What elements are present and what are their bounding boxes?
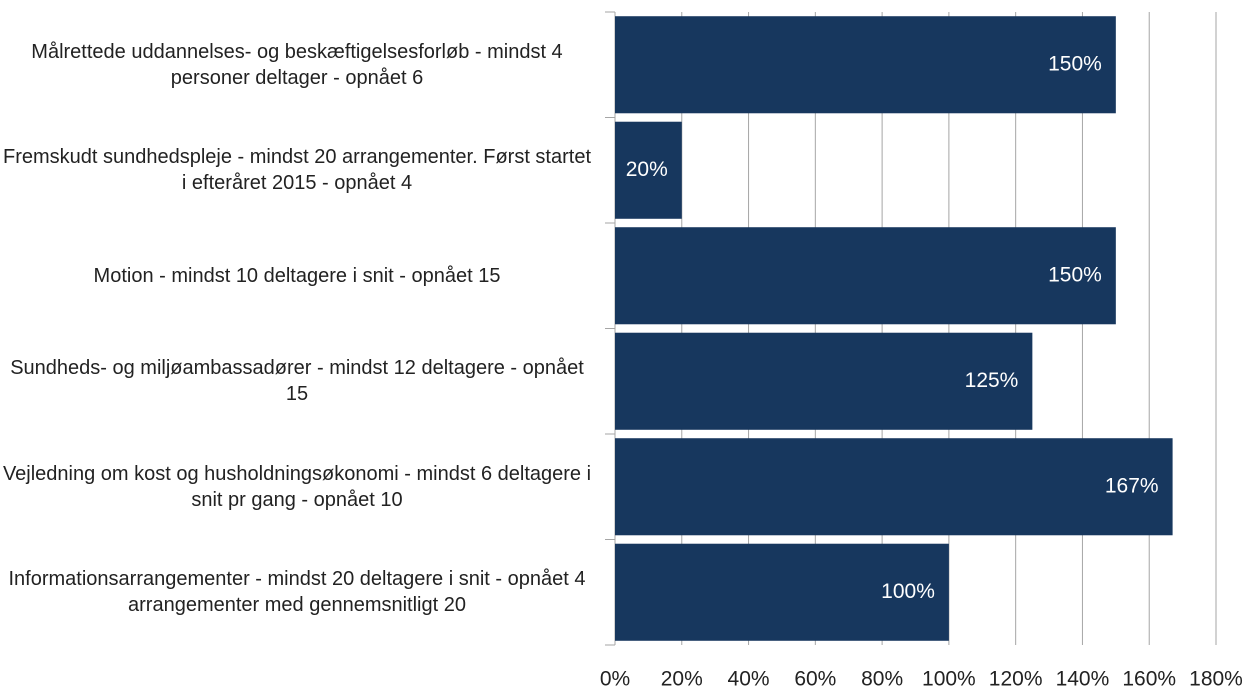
bar (615, 16, 1116, 114)
bar (615, 227, 1116, 325)
x-tick-label: 60% (794, 668, 836, 690)
y-tick-label: Fremskudt sundhedspleje - mindst 20 arra… (2, 146, 592, 195)
x-tick-label: 120% (989, 668, 1043, 690)
bar (615, 543, 949, 641)
y-tick-label: Motion - mindst 10 deltagere i snit - op… (93, 264, 501, 287)
bar (615, 332, 1033, 430)
value-label: 100% (881, 580, 935, 603)
x-tick-label: 40% (728, 668, 770, 690)
bar (615, 121, 682, 219)
value-label: 20% (626, 158, 668, 181)
x-tick-label: 20% (661, 668, 703, 690)
x-tick-label: 160% (1122, 668, 1176, 690)
x-tick-label: 180% (1189, 668, 1243, 690)
x-tick-label: 140% (1056, 668, 1110, 690)
value-label: 150% (1048, 52, 1102, 75)
x-tick-label: 100% (922, 668, 976, 690)
value-label: 150% (1048, 263, 1102, 286)
y-tick-label: Informationsarrangementer - mindst 20 de… (8, 568, 586, 617)
y-tick-label: Målrettede uddannelses- og beskæftigelse… (31, 40, 563, 89)
y-tick-label: Sundheds- og miljøambassadører - mindst … (10, 357, 584, 406)
x-tick-label: 80% (861, 668, 903, 690)
bar (615, 438, 1173, 536)
value-label: 167% (1105, 474, 1159, 497)
y-tick-label: Vejledning om kost og husholdningsøkonom… (2, 462, 592, 511)
x-tick-label: 0% (600, 668, 630, 690)
value-label: 125% (965, 369, 1019, 392)
